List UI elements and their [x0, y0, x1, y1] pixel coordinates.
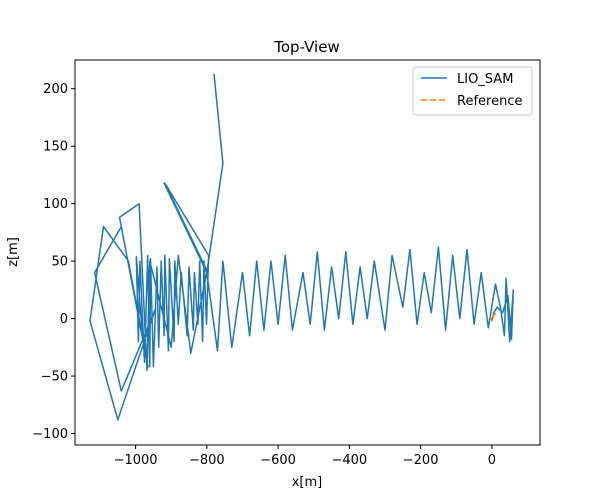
series-line-reference: [489, 312, 497, 322]
y-tick-label: 0: [60, 312, 68, 327]
y-axis-label: z[m]: [6, 237, 21, 267]
chart-title: Top-View: [273, 38, 339, 56]
x-tick-label: 0: [488, 453, 496, 468]
x-tick-label: −200: [403, 453, 439, 468]
x-axis-label: x[m]: [292, 475, 323, 490]
y-tick-label: −50: [41, 370, 68, 385]
series-layer: [89, 73, 515, 421]
x-tick-label: −800: [189, 453, 225, 468]
plot-frame: [74, 59, 541, 446]
y-tick-label: 100: [43, 197, 68, 212]
legend-label-lio-sam: LIO_SAM: [457, 72, 513, 87]
x-tick-label: −600: [260, 453, 296, 468]
y-tick-label: 50: [51, 255, 68, 270]
series-line-lio-sam: [89, 73, 515, 421]
legend: LIO_SAM Reference: [412, 66, 533, 116]
y-tick-label: −100: [32, 427, 68, 442]
y-tick-label: 150: [43, 140, 68, 155]
x-axis-ticks: −1000 −800 −600 −400 −200 0: [114, 445, 496, 468]
x-tick-label: −1000: [114, 453, 158, 468]
y-axis-ticks: −100 −50 0 50 100 150 200: [32, 82, 75, 442]
x-tick-label: −400: [332, 453, 368, 468]
legend-box: [412, 66, 533, 116]
legend-label-reference: Reference: [457, 94, 522, 109]
y-tick-label: 200: [43, 82, 68, 97]
